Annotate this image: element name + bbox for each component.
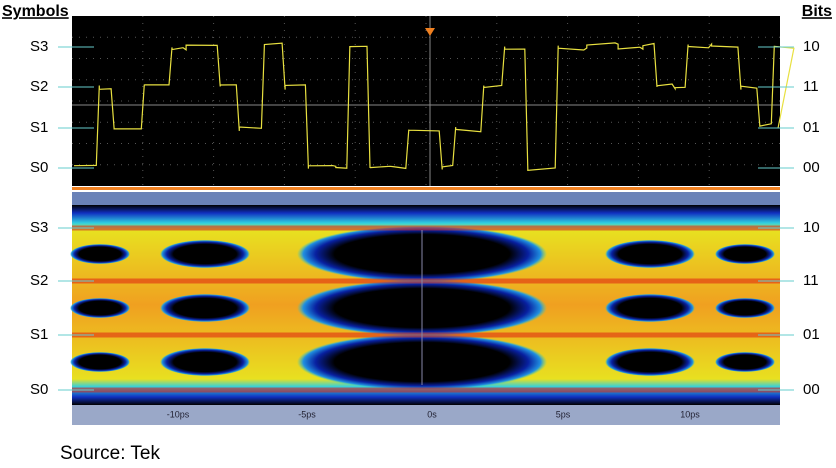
eye [605, 348, 695, 376]
symbol-label: S0 [30, 381, 48, 398]
bits-label: 11 [803, 78, 819, 95]
bits-label: 11 [803, 272, 819, 289]
time-label: 5ps [556, 409, 571, 419]
eye [715, 298, 775, 318]
source-note: Source: Tek [60, 443, 160, 464]
eye [715, 352, 775, 372]
bits-label: 10 [803, 38, 820, 55]
eye [70, 352, 130, 372]
waveform [73, 42, 795, 172]
symbol-label: S2 [30, 78, 48, 95]
symbols-header: Symbols [2, 3, 69, 20]
separator [72, 192, 780, 205]
symbol-label: S1 [30, 326, 48, 343]
eye-openings [70, 225, 780, 393]
eye [70, 244, 130, 264]
bits-label: 00 [803, 159, 820, 176]
symbol-label: S1 [30, 119, 48, 136]
time-label: 0s [427, 409, 437, 419]
symbol-label: S2 [30, 272, 48, 289]
eye [605, 240, 695, 268]
eye [715, 244, 775, 264]
bits-header: Bits [802, 3, 832, 20]
eye [160, 348, 250, 376]
symbol-label: S3 [30, 38, 48, 55]
eye [160, 240, 250, 268]
bits-label: 10 [803, 219, 820, 236]
symbol-label: S3 [30, 219, 48, 236]
trigger-marker [425, 28, 435, 36]
time-axis-bar [72, 405, 780, 425]
bits-label: 01 [803, 119, 820, 136]
symbol-label: S0 [30, 159, 48, 176]
time-label: 10ps [680, 409, 700, 419]
grid [72, 16, 780, 186]
time-label: -10ps [167, 409, 190, 419]
eye [160, 294, 250, 322]
eye [605, 294, 695, 322]
bits-label: 01 [803, 326, 820, 343]
separator [72, 187, 780, 190]
time-label: -5ps [298, 409, 316, 419]
eye [70, 298, 130, 318]
bits-label: 00 [803, 381, 820, 398]
